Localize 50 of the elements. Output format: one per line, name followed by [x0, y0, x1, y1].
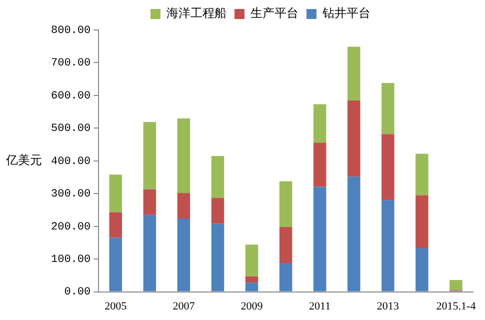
y-tick-label: 100.00 — [50, 254, 91, 266]
bar — [245, 244, 258, 276]
y-tick-label: 700.00 — [50, 58, 91, 70]
x-tick-label: 2005 — [104, 300, 128, 312]
legend-label: 钻井平台 — [322, 6, 370, 20]
bar — [177, 218, 190, 292]
bar — [382, 134, 394, 200]
x-tick-label: 2013 — [376, 300, 400, 312]
bar — [211, 198, 224, 224]
bar — [177, 118, 190, 193]
bar — [347, 100, 360, 177]
y-axis-title: 亿美元 — [5, 153, 42, 168]
y-tick-label: 300.00 — [50, 188, 91, 201]
x-tick-label: 2011 — [309, 300, 331, 312]
bar — [382, 200, 394, 292]
bar — [347, 46, 360, 100]
bar — [177, 192, 190, 218]
bar — [313, 142, 326, 187]
bar — [211, 224, 224, 292]
bar — [143, 214, 156, 292]
bar — [143, 189, 156, 215]
bar — [313, 104, 326, 143]
bar — [279, 227, 292, 263]
y-tick-label: 800.00 — [50, 24, 91, 37]
bar — [143, 122, 156, 190]
bar — [416, 248, 428, 292]
bar — [313, 186, 326, 292]
bar — [279, 181, 292, 228]
x-tick-label: 2009 — [240, 300, 264, 312]
x-tick-label: 2015.1-4 — [436, 300, 476, 312]
bar — [109, 174, 122, 212]
bar — [279, 263, 292, 292]
bar — [245, 276, 258, 283]
y-tick-label: 500.00 — [50, 123, 91, 136]
bar — [382, 83, 394, 134]
bar — [211, 156, 224, 198]
y-tick-label: 600.00 — [50, 90, 91, 102]
y-tick-label: 0.00 — [64, 286, 91, 299]
bar — [416, 195, 428, 248]
legend-label: 生产平台 — [250, 6, 298, 20]
y-tick-label: 400.00 — [50, 156, 91, 168]
bar — [416, 154, 428, 196]
y-tick-label: 200.00 — [50, 221, 91, 234]
bar — [347, 176, 360, 292]
bar — [450, 280, 462, 290]
bar — [109, 212, 122, 238]
bar — [245, 282, 258, 292]
x-tick-label: 2007 — [172, 300, 196, 312]
legend-label: 海洋工程船 — [166, 6, 226, 20]
bar — [109, 238, 122, 292]
